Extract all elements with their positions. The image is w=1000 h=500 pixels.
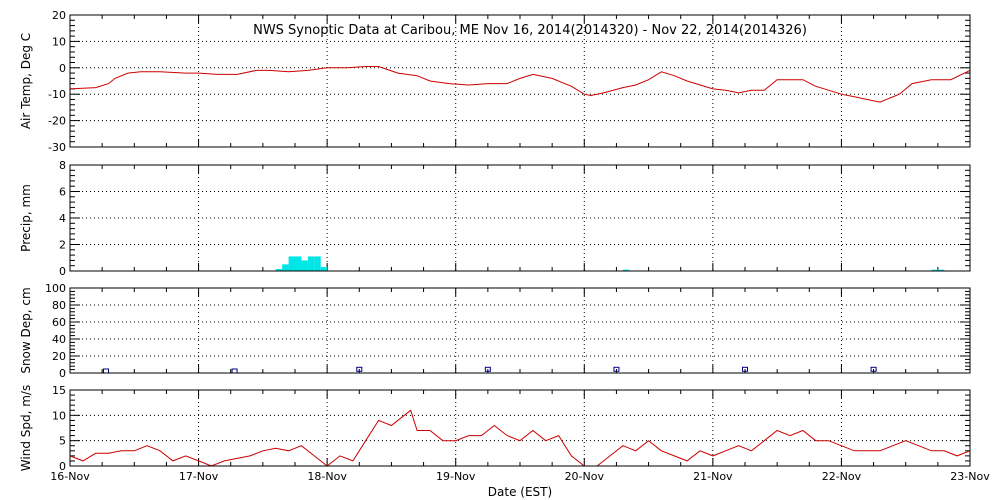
snow-marker (870, 366, 877, 372)
precip-bar (301, 260, 308, 271)
y-tick-label: 15 (52, 384, 66, 397)
precip-bar (931, 269, 938, 271)
y-tick-label: 0 (59, 265, 66, 278)
panels: -30 -20 -10 0 10 20 Air Temp, Deg C 0 2 4 6 8 Precip… (19, 9, 990, 483)
x-tick-label: 22-Nov (822, 470, 862, 483)
snow-marker (742, 366, 748, 372)
panel-1: -30 -20 -10 0 10 20 Air Temp, Deg C (19, 9, 971, 154)
precip-bar (307, 256, 315, 271)
y-tick-label: 10 (52, 409, 66, 422)
y-tick-label: 10 (52, 35, 66, 48)
y-tick-label: 5 (59, 435, 66, 448)
panel-2: 0 2 4 6 8 Precip, mm (19, 159, 971, 278)
x-tick-label: 18-Nov (307, 470, 347, 483)
precip-bar (295, 256, 302, 271)
snow-marker (484, 366, 491, 372)
panel-3: 0 20 40 60 80 100 Snow Dep, cm (19, 282, 971, 380)
y-tick-label: 0 (59, 460, 66, 473)
y-tick-label: 60 (52, 316, 66, 329)
y-axis-label: Wind Spd, m/s (19, 385, 33, 471)
precip-bar (288, 256, 295, 271)
y-tick-label: 0 (59, 62, 66, 75)
precip-bar (320, 267, 328, 271)
y-axis-label: Air Temp, Deg C (19, 33, 33, 129)
snow-marker (613, 366, 620, 372)
x-axis-label: Date (EST) (488, 485, 552, 499)
y-tick-label: -10 (48, 88, 66, 101)
precip-bar (282, 264, 289, 271)
y-tick-label: 100 (45, 282, 66, 295)
x-tick-label: 20-Nov (565, 470, 605, 483)
series-line (69, 409, 971, 467)
y-axis-label: Snow Dep, cm (19, 287, 33, 373)
y-tick-label: 2 (59, 239, 66, 252)
y-tick-label: -30 (48, 141, 66, 154)
panel-4: 0 5 10 15 Wind Spd, m/s (19, 384, 971, 473)
y-tick-label: 20 (52, 9, 66, 22)
y-tick-label: 0 (59, 367, 66, 380)
y-tick-label: 8 (59, 159, 66, 172)
panel-frame (69, 287, 971, 374)
x-tick-label: 17-Nov (179, 470, 219, 483)
x-tick-label: 16-Nov (50, 470, 90, 483)
y-tick-label: -20 (48, 115, 66, 128)
precip-bar (937, 269, 945, 271)
precip-bar (275, 269, 283, 271)
x-tick-label: 19-Nov (436, 470, 476, 483)
snow-marker (356, 366, 363, 372)
panel-frame (69, 14, 971, 148)
y-tick-label: 4 (59, 212, 66, 225)
panel-frame (69, 164, 971, 272)
y-tick-label: 6 (59, 186, 66, 199)
series-line (69, 66, 971, 103)
x-tick-label: 23-Nov (950, 470, 990, 483)
precip-bar (314, 256, 321, 271)
x-tick-label: 21-Nov (693, 470, 733, 483)
y-axis-label: Precip, mm (19, 184, 33, 252)
precip-bar (622, 269, 630, 271)
y-tick-label: 80 (52, 299, 66, 312)
panel-frame (69, 389, 971, 467)
y-tick-label: 20 (52, 350, 66, 363)
chart-title: NWS Synoptic Data at Caribou, ME Nov 16,… (253, 23, 807, 38)
y-tick-label: 40 (52, 333, 66, 346)
